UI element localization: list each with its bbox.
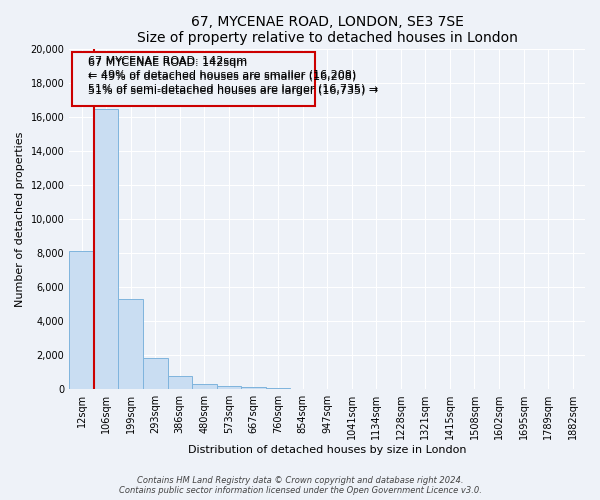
Text: 67 MYCENAE ROAD: 142sqm
← 49% of detached houses are smaller (16,208)
51% of sem: 67 MYCENAE ROAD: 142sqm ← 49% of detache… bbox=[88, 58, 378, 96]
Text: 67 MYCENAE ROAD: 142sqm
← 49% of detached houses are smaller (16,208)
51% of sem: 67 MYCENAE ROAD: 142sqm ← 49% of detache… bbox=[88, 56, 378, 94]
Bar bbox=[241, 388, 266, 389]
Bar bbox=[69, 252, 94, 389]
Bar bbox=[94, 108, 118, 389]
Y-axis label: Number of detached properties: Number of detached properties bbox=[15, 132, 25, 307]
Bar bbox=[143, 358, 167, 389]
Title: 67, MYCENAE ROAD, LONDON, SE3 7SE
Size of property relative to detached houses i: 67, MYCENAE ROAD, LONDON, SE3 7SE Size o… bbox=[137, 15, 518, 45]
Bar bbox=[118, 299, 143, 389]
Bar bbox=[266, 388, 290, 389]
X-axis label: Distribution of detached houses by size in London: Distribution of detached houses by size … bbox=[188, 445, 466, 455]
Bar bbox=[167, 376, 192, 389]
Bar bbox=[217, 386, 241, 389]
FancyBboxPatch shape bbox=[72, 52, 315, 106]
Bar bbox=[192, 384, 217, 389]
Text: Contains HM Land Registry data © Crown copyright and database right 2024.
Contai: Contains HM Land Registry data © Crown c… bbox=[119, 476, 481, 495]
